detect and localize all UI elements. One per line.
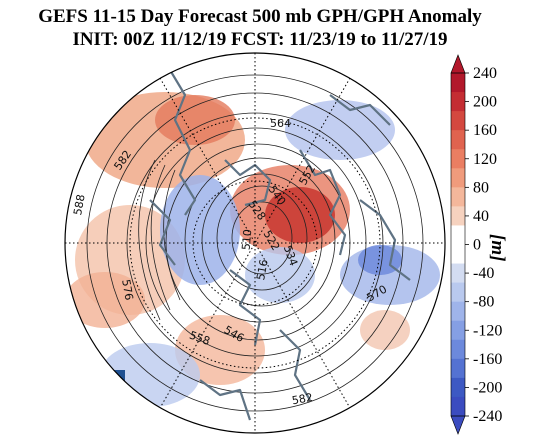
map-disk: 564 582 552 540 528 510 522 534 516 576 …: [65, 53, 445, 433]
anomaly-negative-west: [160, 175, 240, 285]
colorbar-tick-label: 0: [473, 237, 481, 254]
colorbar-tick-label: 160: [473, 122, 497, 139]
colorbar-segment: [451, 320, 465, 341]
contour-label: 576: [119, 278, 135, 301]
anomaly-positive-southeast: [360, 310, 410, 350]
colorbar-tick-label: -80: [473, 294, 494, 311]
colorbar-segment: [451, 73, 465, 93]
colorbar-segment: [451, 244, 465, 265]
colorbar-segment: [451, 396, 465, 417]
colorbar-segment: [451, 206, 465, 226]
colorbar-segment: [451, 187, 465, 207]
graticule: [65, 53, 445, 433]
map-title-line1: GEFS 11-15 Day Forecast 500 mb GPH/GPH A…: [38, 6, 482, 27]
colorbar-segment: [451, 130, 465, 150]
colorbar-segment: [451, 168, 465, 188]
colorbar-tick-label: -120: [473, 322, 502, 339]
colorbar-tick-label: -240: [473, 408, 502, 425]
colorbar-tick-label: 120: [473, 151, 497, 168]
colorbar-segment: [451, 358, 465, 379]
colorbar-bottom-arrow: [450, 415, 466, 435]
contour-label: 516: [254, 258, 270, 281]
colorbar-segment: [451, 92, 465, 112]
coastlines: [149, 69, 411, 421]
contour-label: 564: [270, 117, 291, 130]
colorbar-top-arrow: [450, 54, 466, 74]
contour-label: 510: [240, 229, 255, 251]
contour-label: 582: [291, 391, 314, 407]
map-title-line2: INIT: 00Z 11/12/19 FCST: 11/23/19 to 11/…: [72, 29, 448, 50]
anomaly-negative-center: [245, 247, 315, 303]
colorbar-segment: [451, 225, 465, 245]
colorbar-segment: [451, 111, 465, 131]
colorbar-segment: [451, 339, 465, 360]
colorbar-tick-label: 80: [473, 179, 489, 196]
colorbar-tick-label: -200: [473, 379, 502, 396]
colorbar-tick-label: 240: [473, 65, 497, 82]
anomaly-positive-core: [155, 95, 235, 145]
colorbar-segment: [451, 301, 465, 322]
colorbar-segment: [451, 377, 465, 398]
colorbar-tick-label: -40: [473, 265, 494, 282]
anomaly-negative-east-core: [358, 245, 402, 275]
colorbar: 240 200 160 120 80 40 0 -40 -80 -120 -160 -200 -240: [450, 54, 502, 435]
colorbar-segment: [451, 282, 465, 303]
colorbar-tick-label: 40: [473, 208, 489, 225]
colorbar-unit: [m]: [487, 234, 508, 262]
map-boundary: [64, 52, 446, 434]
colorbar-segment: [451, 149, 465, 169]
colorbar-segment: [451, 263, 465, 284]
anomaly-positive-pole-core: [265, 187, 335, 243]
colorbar-tick-label: -160: [473, 351, 502, 368]
logo-text: Envi: [143, 407, 157, 414]
colorbar-tick-label: 200: [473, 94, 497, 111]
contour-label: 588: [71, 193, 87, 216]
